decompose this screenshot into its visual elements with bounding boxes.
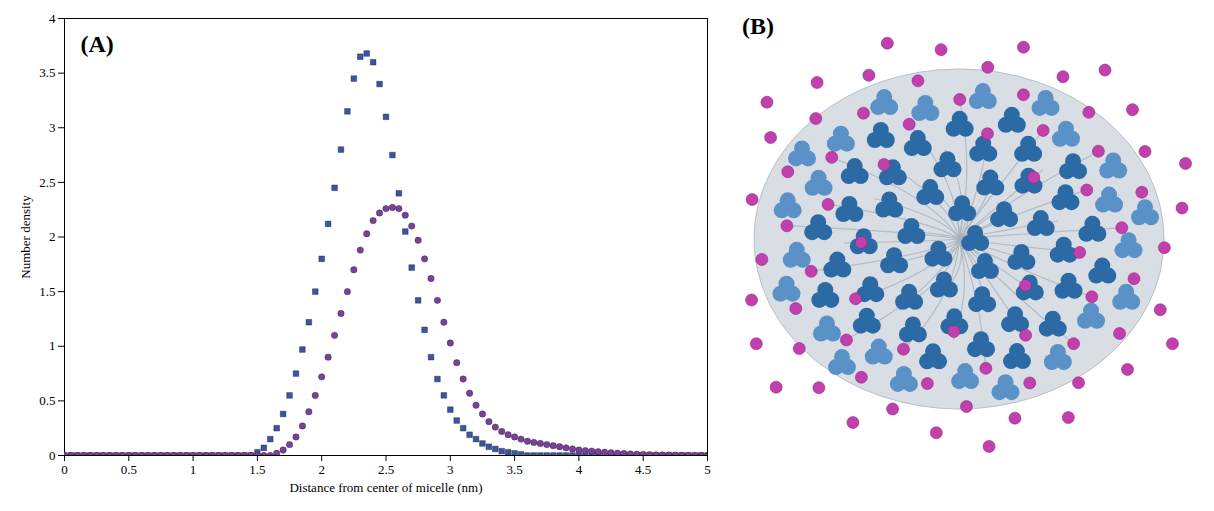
svg-text:1: 1 (190, 462, 197, 477)
svg-text:(B): (B) (742, 13, 774, 39)
svg-text:0: 0 (61, 462, 68, 477)
svg-text:1: 1 (49, 338, 56, 353)
svg-text:0.5: 0.5 (121, 462, 137, 477)
svg-text:4: 4 (576, 462, 583, 477)
svg-text:2: 2 (49, 229, 56, 244)
svg-text:4.5: 4.5 (635, 462, 651, 477)
svg-text:Number density: Number density (18, 195, 33, 279)
svg-text:0.5: 0.5 (39, 393, 55, 408)
svg-text:2.5: 2.5 (39, 175, 55, 190)
svg-text:2.5: 2.5 (378, 462, 394, 477)
svg-text:5: 5 (704, 462, 711, 477)
svg-text:3.5: 3.5 (39, 65, 55, 80)
svg-text:Distance from center of micell: Distance from center of micelle (nm) (289, 480, 482, 495)
svg-text:0: 0 (49, 448, 56, 463)
svg-text:3: 3 (49, 120, 56, 135)
svg-text:1.5: 1.5 (39, 284, 55, 299)
svg-text:4: 4 (49, 11, 56, 26)
svg-text:1.5: 1.5 (249, 462, 265, 477)
svg-text:(A): (A) (81, 31, 114, 57)
svg-text:2: 2 (318, 462, 325, 477)
svg-text:3: 3 (447, 462, 454, 477)
svg-text:3.5: 3.5 (506, 462, 522, 477)
